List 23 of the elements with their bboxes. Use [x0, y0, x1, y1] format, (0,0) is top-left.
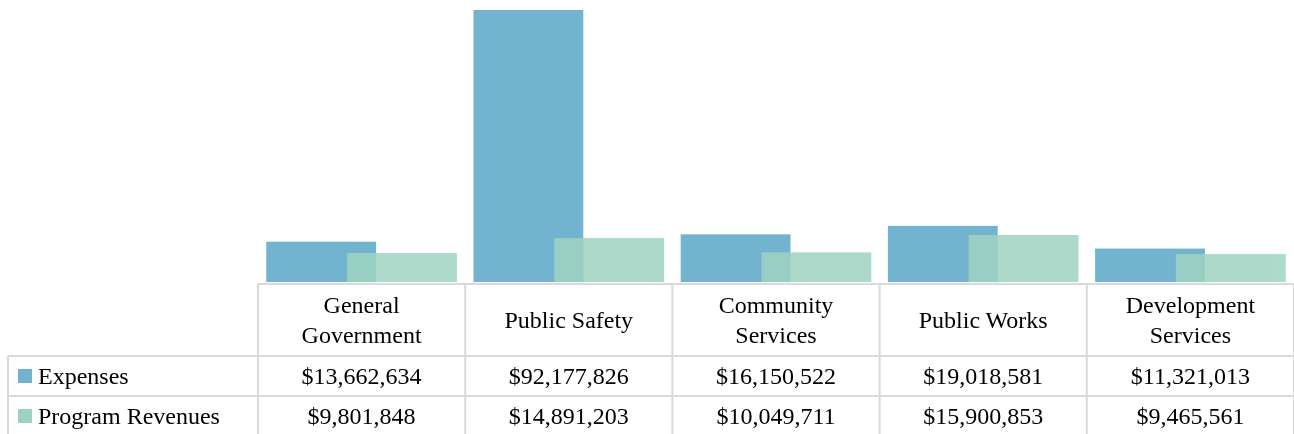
data-label: $15,900,853 — [923, 403, 1044, 429]
data-label: $10,049,711 — [716, 403, 836, 429]
x-tick-label: Community Services — [718, 292, 834, 348]
bar — [761, 252, 872, 282]
x-tick-label: Development Services — [1125, 292, 1256, 348]
x-tick-label: Public Works — [918, 307, 1048, 333]
x-tick-label: Public Safety — [504, 307, 634, 333]
bar — [968, 235, 1079, 282]
data-label: $19,018,581 — [923, 363, 1044, 389]
legend-label: Program Revenues — [38, 403, 220, 429]
bar — [1175, 254, 1286, 282]
data-label: $16,150,522 — [716, 363, 836, 389]
bar — [554, 238, 665, 282]
x-tick-label: General Government — [301, 292, 422, 348]
data-label: $92,177,826 — [508, 363, 629, 389]
data-label: $14,891,203 — [508, 403, 629, 429]
bar — [347, 253, 457, 282]
bar — [473, 10, 584, 282]
data-label: $11,321,013 — [1130, 363, 1250, 389]
data-label: $13,662,634 — [301, 363, 422, 389]
legend-label: Expenses — [38, 363, 129, 389]
data-label: $9,465,561 — [1136, 403, 1245, 429]
data-label: $9,801,848 — [307, 403, 416, 429]
